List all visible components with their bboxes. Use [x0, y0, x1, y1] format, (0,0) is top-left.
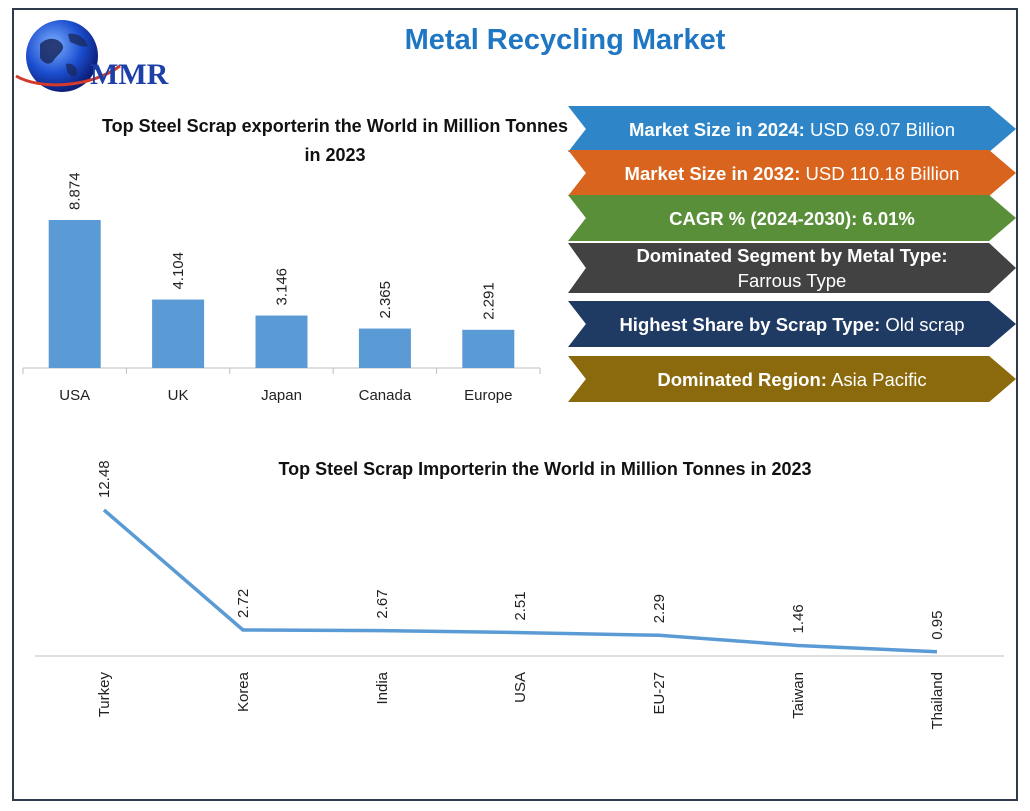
highlight-value: USD 69.07 Billion [809, 118, 955, 140]
highlight-market-size-2024: Market Size in 2024: USD 69.07 Billion [568, 106, 1016, 152]
bar-japan [255, 315, 308, 368]
x-tick-label: USA [59, 387, 90, 404]
globe-icon [15, 20, 121, 92]
bar-value-label: 3.146 [274, 268, 291, 306]
bar-value-label: 8.874 [67, 172, 84, 210]
logo-text: MMR [90, 58, 169, 91]
highlight-highest-share: Highest Share by Scrap Type: Old scrap [568, 301, 1016, 347]
bar-value-label: 4.104 [170, 252, 187, 290]
bar-value-label: 2.291 [480, 282, 497, 320]
highlight-label: Market Size in 2032: [624, 162, 801, 184]
highlight-value: Old scrap [885, 313, 965, 335]
x-tick-label: UK [168, 387, 189, 404]
bar-value-label: 2.365 [377, 281, 394, 319]
bar-usa [48, 220, 101, 368]
highlight-value: Farrous Type [737, 270, 847, 291]
x-tick-label: Europe [464, 387, 512, 404]
highlight-dominated-region: Dominated Region: Asia Pacific [568, 356, 1016, 402]
x-tick-label: Japan [261, 387, 302, 404]
mmr-logo: MMR [15, 20, 169, 92]
bar-europe [462, 329, 515, 368]
exporter-chart-title: Top Steel Scrap exporterin the World in … [101, 116, 569, 165]
highlight-label: Highest Share by Scrap Type: [619, 313, 881, 335]
highlight-value: USD 110.18 Billion [805, 162, 960, 184]
highlight-label: Market Size in 2024: [629, 118, 805, 140]
page-title: Metal Recycling Market [404, 24, 726, 56]
highlight-label: CAGR % (2024-2030): 6.01% [669, 207, 915, 229]
highlight-cagr: CAGR % (2024-2030): 6.01% [568, 195, 1016, 241]
highlight-value: Asia Pacific [831, 368, 927, 390]
importer-chart-title: Top Steel Scrap Importerin the World in … [278, 459, 812, 479]
highlight-label: Dominated Segment by Metal Type: [636, 245, 948, 266]
highlight-market-size-2032: Market Size in 2032: USD 110.18 Billion [568, 150, 1016, 196]
x-tick-label: Canada [359, 387, 412, 404]
exporter-bar-chart: 8.874 USA 4.104 UK 3.146 Japan 2.365 Canada 2.29… [22, 172, 541, 404]
bar-canada [358, 328, 411, 368]
bar-uk [152, 299, 205, 368]
highlight-dominated-segment: Dominated Segment by Metal Type: Farrous … [568, 243, 1016, 293]
highlight-label: Dominated Region: [657, 368, 827, 390]
